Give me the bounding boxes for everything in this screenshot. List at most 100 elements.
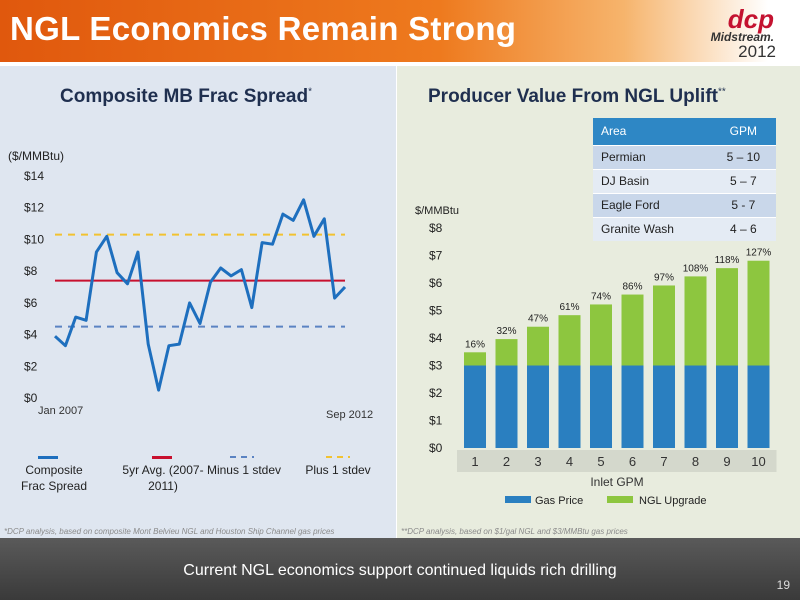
gas-price-bar	[747, 365, 770, 448]
legend-avg-swatch	[152, 456, 172, 459]
table-cell-gpm: 5 – 7	[710, 168, 776, 193]
y-tick-label: $0	[24, 391, 38, 405]
y-tick-label: $4	[429, 331, 443, 345]
data-label: 108%	[683, 263, 709, 274]
data-label: 74%	[591, 291, 611, 302]
table-row: Permian 5 – 10	[593, 144, 776, 169]
table-row: Granite Wash 4 – 6	[593, 216, 776, 241]
legend-gas-swatch	[505, 496, 531, 503]
x-tick-label: 10	[751, 454, 765, 469]
frac-spread-chart: ($/MMBtu) $0 $2 $4 $6 $8 $10 $12 $14 Jan 2007 Sep …	[8, 149, 373, 421]
table-cell-gpm: 5 – 10	[710, 144, 776, 169]
frac-spread-title-mark: *	[308, 86, 313, 98]
y-tick-label: $10	[24, 232, 44, 246]
data-label: 47%	[528, 314, 548, 325]
x-axis-label: Inlet GPM	[590, 475, 643, 489]
dcp-midstream-logo: dcp Midstream. 2012	[690, 4, 780, 61]
y-tick-label: $12	[24, 201, 44, 215]
frac-spread-footnote: *DCP analysis, based on composite Mont B…	[4, 527, 335, 536]
legend-avg-label: 5yr Avg. (2007-2011)	[122, 463, 204, 493]
y-tick-label: $3	[429, 359, 443, 373]
gpm-table-header-area: Area	[593, 118, 711, 145]
legend-plus-label: Plus 1 stdev	[305, 463, 371, 477]
gpm-table-header: Area GPM	[593, 118, 776, 145]
y-tick-label: $6	[429, 276, 443, 290]
ngl-upgrade-bar	[653, 285, 675, 366]
ngl-upgrade-bar	[747, 260, 770, 366]
y-tick-label: $2	[24, 359, 38, 373]
legend-gas-label: Gas Price	[535, 495, 583, 507]
table-row: Eagle Ford 5 - 7	[593, 192, 776, 217]
y-tick-label: $5	[429, 304, 443, 318]
ngl-uplift-chart: $/MMBtu $0 $1 $2 $3 $4 $5 $6 $7 $8 16% 1 32% 2 47% 3 61%…	[415, 205, 777, 507]
y-tick-label: $6	[24, 296, 38, 310]
data-label: 127%	[746, 248, 772, 259]
table-cell-gpm: 5 - 7	[710, 192, 776, 217]
y-tick-label: $0	[429, 441, 443, 455]
footer-message: Current NGL economics support continued …	[183, 562, 617, 579]
gas-price-bar	[495, 365, 518, 448]
frac-spread-panel	[0, 66, 396, 538]
table-cell-area: Granite Wash	[593, 216, 711, 241]
slide-header: NGL Economics Remain Strong	[0, 0, 800, 62]
table-row: DJ Basin 5 – 7	[593, 168, 776, 193]
y-tick-label: $8	[24, 264, 38, 278]
x-start-label: Jan 2007	[38, 405, 83, 417]
table-cell-area: DJ Basin	[593, 168, 711, 193]
x-tick-label: 6	[629, 454, 636, 469]
y-tick-label: $1	[429, 414, 443, 428]
x-tick-label: 8	[692, 454, 699, 469]
gas-price-bar	[653, 365, 675, 448]
ngl-upgrade-bar	[621, 294, 644, 366]
x-tick-label: 9	[723, 454, 730, 469]
x-tick-label: 7	[660, 454, 667, 469]
gpm-table-header-gpm: GPM	[710, 118, 776, 145]
gpm-table: Area GPM Permian 5 – 10 DJ Basin 5 – 7 E…	[593, 118, 776, 241]
legend-ngl-swatch	[607, 496, 633, 503]
ngl-uplift-title: Producer Value From NGL Uplift**	[428, 86, 726, 107]
ngl-upgrade-bar	[684, 276, 707, 366]
ngl-uplift-footnote: **DCP analysis, based on $1/gal NGL and …	[401, 527, 628, 536]
data-label: 118%	[715, 255, 740, 266]
x-tick-label: 2	[503, 454, 510, 469]
gas-price-bar	[716, 365, 738, 448]
table-cell-area: Eagle Ford	[593, 192, 711, 217]
data-label: 97%	[654, 272, 674, 283]
gas-price-bar	[464, 365, 486, 448]
gas-price-bar	[527, 365, 549, 448]
data-label: 16%	[465, 339, 485, 350]
legend-composite-label: Composite Frac Spread	[20, 463, 88, 493]
x-end-label: Sep 2012	[326, 409, 373, 421]
y-tick-label: $4	[24, 328, 38, 342]
x-tick-label: 4	[566, 454, 573, 469]
table-cell-gpm: 4 – 6	[710, 216, 776, 241]
legend-composite-swatch	[38, 456, 58, 459]
y-tick-label: $2	[429, 386, 443, 400]
slide-title: NGL Economics Remain Strong	[10, 10, 517, 47]
x-tick-label: 1	[471, 454, 478, 469]
legend-minus-swatch	[230, 456, 254, 458]
composite-frac-spread-line	[53, 198, 347, 392]
logo-year: 2012	[738, 42, 776, 61]
table-cell-area: Permian	[593, 144, 711, 169]
frac-spread-title: Composite MB Frac Spread*	[60, 86, 313, 107]
ngl-upgrade-bar	[527, 326, 549, 366]
page-number: 19	[776, 578, 790, 592]
frac-spread-unit-label: ($/MMBtu)	[8, 149, 64, 163]
gas-price-bar	[621, 365, 644, 448]
category-band	[457, 450, 777, 472]
ngl-upgrade-bar	[495, 339, 518, 366]
slide-footer: Current NGL economics support continued …	[0, 538, 800, 600]
y-tick-label: $14	[24, 169, 44, 183]
x-tick-label: 3	[534, 454, 541, 469]
ngl-upgrade-bar	[558, 315, 581, 366]
logo-subtitle: Midstream.	[710, 30, 774, 44]
ngl-upgrade-bar	[590, 304, 612, 366]
legend-minus-label: Minus 1 stdev	[206, 463, 282, 477]
ngl-upgrade-bar	[464, 352, 486, 366]
y-tick-label: $7	[429, 249, 443, 263]
gas-price-bar	[684, 365, 707, 448]
ngl-upgrade-bar	[716, 268, 738, 366]
x-tick-label: 5	[597, 454, 604, 469]
ngl-uplift-title-mark: **	[717, 86, 726, 98]
